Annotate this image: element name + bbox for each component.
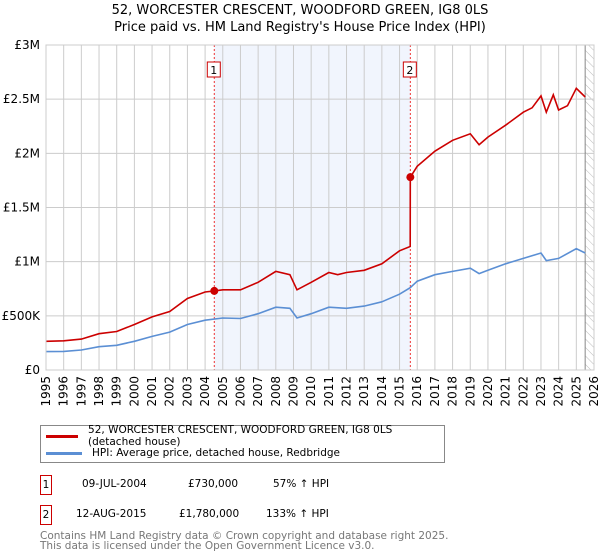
x-tick-label: 1997 xyxy=(74,376,88,407)
x-tick-label: 2021 xyxy=(499,376,513,407)
x-tick-label: 2005 xyxy=(216,376,230,407)
y-tick-label: £1.5M xyxy=(3,201,40,215)
footer-copyright: Contains HM Land Registry data © Crown c… xyxy=(40,530,449,542)
x-tick-label: 1995 xyxy=(39,376,53,407)
x-tick-label: 2019 xyxy=(463,376,477,407)
legend-item-property: 52, WORCESTER CRESCENT, WOODFORD GREEN, … xyxy=(41,424,444,448)
transaction-row: 2 12-AUG-2015 £1,780,000 133% ↑ HPI xyxy=(40,505,440,527)
x-tick-label: 2006 xyxy=(233,376,247,407)
price-chart: 1995 1996 1997 1998 1999 2000 2001 2002 2003 2004… xyxy=(2,38,600,407)
chart-title: 52, WORCESTER CRESCENT, WOODFORD GREEN, … xyxy=(111,3,489,18)
transaction-price: £730,000 xyxy=(188,478,239,490)
x-tick-label: 2015 xyxy=(393,376,407,407)
chart-subtitle: Price paid vs. HM Land Registry's House … xyxy=(114,20,486,35)
x-tick-label: 2010 xyxy=(304,376,318,407)
x-tick-label: 2024 xyxy=(552,376,566,407)
x-tick-label: 2011 xyxy=(322,376,336,407)
y-tick-label: £2.5M xyxy=(3,92,40,106)
x-tick-label: 2003 xyxy=(180,376,194,407)
x-tick-label: 2020 xyxy=(481,376,495,407)
x-tick-label: 2009 xyxy=(286,376,300,407)
sale-point-2 xyxy=(406,173,415,182)
hpi-line xyxy=(45,247,586,353)
x-tick-label: 2004 xyxy=(198,376,212,407)
x-tick-label: 2014 xyxy=(375,376,389,407)
y-tick-label: £0 xyxy=(25,363,40,377)
transaction-date: 12-AUG-2015 xyxy=(76,508,147,520)
marker-label: 2 xyxy=(406,64,413,77)
x-tick-label: 2007 xyxy=(251,376,265,407)
transaction-price: £1,780,000 xyxy=(179,508,240,520)
y-tick-label: £1M xyxy=(14,255,40,269)
x-tick-label: 2023 xyxy=(534,376,548,407)
y-tick-label: £500K xyxy=(2,309,42,323)
sale-point-1 xyxy=(210,286,219,295)
marker-label: 1 xyxy=(210,64,217,77)
x-tick-label: 2026 xyxy=(587,376,600,407)
x-tick-label: 1999 xyxy=(110,376,124,407)
x-tick-label: 2008 xyxy=(269,376,283,407)
transaction-number: 2 xyxy=(40,505,52,525)
legend-swatch-blue xyxy=(46,451,82,455)
legend-swatch-red xyxy=(46,434,79,438)
x-tick-label: 2016 xyxy=(410,376,424,407)
x-tick-label: 2018 xyxy=(446,376,460,407)
transaction-date: 09-JUL-2004 xyxy=(82,478,147,490)
x-tick-label: 2013 xyxy=(357,376,371,407)
marker-box xyxy=(402,61,417,78)
transaction-hpi: 133% ↑ HPI xyxy=(266,508,329,520)
legend: 52, WORCESTER CRESCENT, WOODFORD GREEN, … xyxy=(40,424,445,463)
x-tick-label: 2025 xyxy=(569,376,583,407)
legend-label: 52, WORCESTER CRESCENT, WOODFORD GREEN, … xyxy=(88,424,393,448)
legend-item-hpi: HPI: Average price, detached house, Redb… xyxy=(41,445,340,461)
footer-licence: This data is licensed under the Open Gov… xyxy=(40,540,375,552)
x-tick-label: 2022 xyxy=(516,376,530,407)
plot-frame xyxy=(45,44,595,371)
x-tick-label: 1996 xyxy=(57,376,71,407)
transaction-row: 1 09-JUL-2004 £730,000 57% ↑ HPI xyxy=(40,475,440,497)
legend-label: HPI: Average price, detached house, Redb… xyxy=(92,447,341,459)
x-tick-label: 2002 xyxy=(163,376,177,407)
x-tick-label: 2000 xyxy=(127,376,141,407)
transaction-number: 1 xyxy=(40,475,52,495)
transaction-hpi: 57% ↑ HPI xyxy=(273,478,330,490)
x-tick-label: 2001 xyxy=(145,376,159,407)
x-tick-label: 2017 xyxy=(428,376,442,407)
y-tick-label: £3M xyxy=(14,38,40,52)
x-tick-label: 2012 xyxy=(340,376,354,407)
marker-box xyxy=(206,61,221,78)
property-price-line xyxy=(45,86,586,343)
y-tick-label: £2M xyxy=(14,146,40,160)
x-tick-label: 1998 xyxy=(92,376,106,407)
footer: Contains HM Land Registry data © Crown c… xyxy=(40,530,449,552)
